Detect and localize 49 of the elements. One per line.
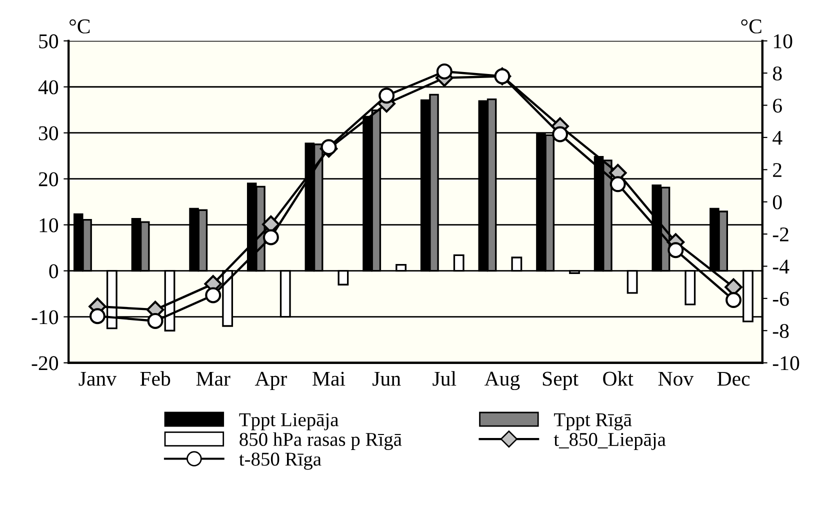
point: [205, 287, 222, 304]
y-tick-label: 10: [40, 218, 58, 232]
y-tick-label: 0: [49, 264, 58, 278]
x-tick-label: Dec: [717, 372, 750, 386]
y-tick-label: -20: [32, 356, 58, 370]
y2-axis-title: °C: [741, 19, 762, 34]
y2-tick-label: -4: [772, 260, 790, 274]
y-axis-title: °C: [70, 19, 90, 34]
legend-label: Tppt Rīgā: [554, 413, 632, 430]
y2-tick-label: -2: [772, 227, 788, 242]
x-tick-label: Apr: [254, 372, 287, 390]
x-tick-label: Feb: [140, 371, 170, 386]
y2-tick-label: -6: [772, 292, 789, 306]
legend-label: Tppt Liepāja: [239, 413, 339, 430]
x-tick-label: Jun: [372, 372, 401, 386]
y2-tick-label: 10: [774, 34, 792, 48]
y2-tick-label: -8: [772, 324, 789, 338]
point: [726, 292, 742, 308]
y2-tick-label: 8: [772, 66, 782, 81]
point: [436, 63, 452, 80]
x-tick-label: Mar: [196, 372, 230, 386]
x-tick-label: Nov: [658, 372, 694, 386]
y2-tick-label: -10: [772, 356, 800, 370]
x-tick-label: Mai: [312, 372, 346, 386]
point: [262, 229, 279, 246]
x-tick-label: Janv: [78, 372, 117, 386]
y2-tick-label: 2: [773, 163, 782, 177]
y-tick-label: -10: [32, 310, 58, 324]
legend-label: t-850 Rīga: [239, 452, 322, 470]
y2-tick-label: 0: [772, 195, 782, 210]
point: [668, 242, 684, 258]
x-tick-label: Okt: [603, 371, 634, 386]
point: [552, 126, 568, 142]
y-tick-label: 20: [38, 172, 58, 186]
y2-tick-label: 6: [773, 98, 782, 113]
x-tick-label: Aug: [484, 372, 520, 390]
y-tick-label: 40: [38, 80, 58, 94]
point: [378, 88, 395, 104]
point: [610, 176, 626, 192]
y2-tick-label: 4: [772, 130, 782, 145]
x-tick-label: Jul: [432, 371, 456, 386]
y-tick-label: 30: [38, 126, 58, 140]
point: [89, 308, 106, 324]
legend-label: 850 hPa rasas p Rīgā: [240, 432, 402, 450]
y-tick-label: 50: [39, 34, 58, 48]
legend-label: t_850_Liepāja: [554, 432, 666, 450]
x-tick-label: Sept: [542, 372, 578, 390]
point: [147, 312, 164, 329]
point: [320, 139, 337, 156]
